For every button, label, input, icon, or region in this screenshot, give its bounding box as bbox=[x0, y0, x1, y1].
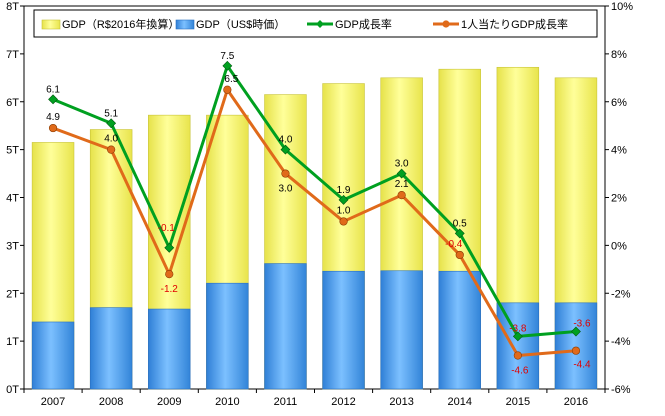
left-tick-label: 4T bbox=[6, 193, 19, 205]
x-tick-label-2012: 2012 bbox=[331, 396, 355, 408]
x-tick-label-2010: 2010 bbox=[215, 396, 239, 408]
line-per-capita-growth bbox=[52, 88, 577, 357]
right-tick-label: 8% bbox=[611, 49, 627, 61]
x-tick-label-2011: 2011 bbox=[274, 396, 298, 408]
right-tick-label: 4% bbox=[611, 145, 627, 157]
legend-marker-per-capita-growth bbox=[442, 20, 450, 28]
right-tick-label: -4% bbox=[611, 336, 631, 348]
point-per-capita-growth-2013 bbox=[397, 191, 406, 200]
legend-label-per-capita-growth: 1人当たりGDP成長率 bbox=[461, 17, 568, 31]
right-tick-label: -6% bbox=[611, 384, 631, 396]
bar-gdp-usd-2010 bbox=[206, 282, 249, 390]
left-tick-label: 1T bbox=[6, 336, 19, 348]
label-per-capita-growth-2016: -4.4 bbox=[573, 360, 591, 371]
label-per-capita-growth-2013: 2.1 bbox=[395, 179, 409, 190]
point-per-capita-growth-2008 bbox=[107, 145, 116, 154]
point-gdp-growth-2010 bbox=[222, 60, 233, 71]
point-gdp-growth-2014 bbox=[454, 228, 465, 239]
left-tick-label: 3T bbox=[6, 240, 19, 252]
right-tick-label: 0% bbox=[611, 240, 627, 252]
legend-label-gdp-usd: GDP（US$時価） bbox=[196, 18, 285, 31]
point-per-capita-growth-2012 bbox=[339, 217, 348, 226]
bar-gdp-usd-2014 bbox=[438, 270, 481, 390]
label-gdp-growth-2007: 6.1 bbox=[46, 84, 60, 95]
bar-gdp-usd-2009 bbox=[148, 308, 191, 390]
x-tick-label-2007: 2007 bbox=[41, 396, 65, 408]
bar-gdp-usd-2008 bbox=[89, 307, 133, 390]
bar-gdp-usd-2015 bbox=[496, 302, 540, 390]
right-tick-label: 10% bbox=[611, 1, 633, 13]
label-gdp-growth-2014: 0.5 bbox=[453, 218, 467, 229]
label-per-capita-growth-2009: -1.2 bbox=[161, 284, 179, 295]
left-tick-label: 5T bbox=[6, 145, 19, 157]
label-gdp-growth-2009: -0.1 bbox=[158, 223, 176, 234]
right-tick-label: 2% bbox=[611, 193, 627, 205]
left-tick-label: 7T bbox=[6, 49, 19, 61]
point-per-capita-growth-2015 bbox=[513, 351, 522, 360]
bar-gdp-usd-2007 bbox=[31, 321, 75, 390]
x-tick-label-2013: 2013 bbox=[389, 396, 413, 408]
legend-label-gdp-real: GDP（R$2016年換算） bbox=[62, 17, 179, 31]
point-gdp-growth-2015 bbox=[512, 331, 523, 342]
bar-gdp-usd-2013 bbox=[380, 270, 423, 390]
label-gdp-growth-2015: -3.8 bbox=[509, 323, 527, 334]
x-tick-label-2014: 2014 bbox=[448, 396, 472, 408]
x-tick-label-2008: 2008 bbox=[99, 396, 123, 408]
bar-gdp-usd-2011 bbox=[264, 263, 307, 390]
label-per-capita-growth-2010: 6.5 bbox=[224, 74, 238, 85]
point-per-capita-growth-2009 bbox=[165, 270, 174, 279]
point-per-capita-growth-2014 bbox=[455, 250, 464, 260]
point-gdp-growth-2012 bbox=[338, 194, 349, 205]
label-gdp-growth-2016: -3.6 bbox=[573, 319, 591, 330]
label-per-capita-growth-2007: 4.9 bbox=[46, 112, 60, 123]
label-per-capita-growth-2011: 3.0 bbox=[278, 184, 292, 195]
left-tick-label: 8T bbox=[6, 1, 19, 13]
point-gdp-growth-2011 bbox=[280, 144, 291, 155]
left-tick-label: 2T bbox=[6, 288, 19, 300]
line-gdp-growth bbox=[52, 64, 577, 338]
legend-swatch-gdp-real bbox=[41, 19, 61, 30]
point-per-capita-growth-2011 bbox=[281, 169, 290, 178]
bar-gdp-usd-2016 bbox=[554, 302, 598, 390]
legend-marker-gdp-growth bbox=[316, 20, 324, 28]
label-gdp-growth-2008: 5.1 bbox=[104, 108, 118, 119]
left-tick-label: 6T bbox=[6, 97, 19, 109]
x-tick-label-2016: 2016 bbox=[564, 396, 588, 408]
point-gdp-growth-2013 bbox=[396, 168, 407, 179]
point-gdp-growth-2009 bbox=[164, 242, 175, 253]
label-gdp-growth-2011: 4.0 bbox=[278, 135, 292, 146]
legend-swatch-gdp-usd bbox=[175, 19, 195, 30]
left-tick-label: 0T bbox=[6, 384, 19, 396]
label-per-capita-growth-2008: 4.0 bbox=[104, 134, 118, 145]
right-tick-label: 6% bbox=[611, 97, 627, 109]
x-tick-label-2009: 2009 bbox=[157, 396, 181, 408]
label-gdp-growth-2013: 3.0 bbox=[395, 159, 409, 170]
label-gdp-growth-2012: 1.9 bbox=[337, 185, 351, 196]
label-per-capita-growth-2015: -4.6 bbox=[511, 365, 529, 376]
point-per-capita-growth-2007 bbox=[48, 123, 58, 133]
label-per-capita-growth-2014: -0.4 bbox=[445, 239, 463, 250]
x-tick-label-2015: 2015 bbox=[506, 396, 530, 408]
point-gdp-growth-2016 bbox=[571, 326, 581, 337]
right-tick-label: -2% bbox=[611, 288, 631, 300]
legend-label-gdp-growth: GDP成長率 bbox=[335, 17, 392, 31]
bar-gdp-usd-2012 bbox=[322, 270, 365, 390]
point-per-capita-growth-2016 bbox=[571, 346, 581, 355]
label-per-capita-growth-2012: 1.0 bbox=[337, 205, 351, 216]
point-per-capita-growth-2010 bbox=[223, 85, 232, 94]
point-gdp-growth-2007 bbox=[48, 94, 58, 105]
point-gdp-growth-2008 bbox=[106, 118, 117, 129]
label-gdp-growth-2010: 7.5 bbox=[220, 51, 234, 62]
